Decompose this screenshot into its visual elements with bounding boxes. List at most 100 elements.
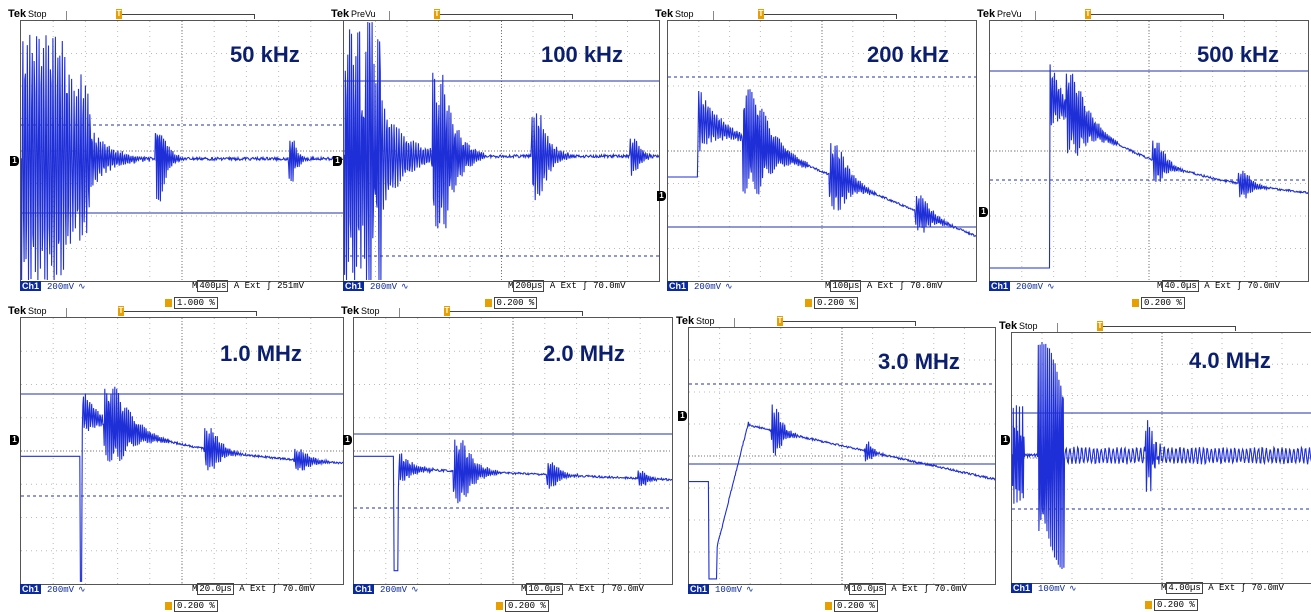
scope-header: Tek Stop T bbox=[999, 320, 1311, 334]
trigger-t-icon bbox=[1145, 600, 1152, 609]
channel-1-marker-icon: 1 bbox=[10, 435, 19, 445]
status-bar: Ch1 200mV ∿ M 40.0µs A Ext ʃ 70.0mV bbox=[989, 280, 1307, 293]
bw-limit-icon: ∿ bbox=[1047, 282, 1055, 292]
brand-label: Tek bbox=[8, 8, 27, 20]
bw-limit-icon: ∿ bbox=[746, 585, 754, 595]
bw-limit-icon: ∿ bbox=[725, 282, 733, 292]
record-view-bar bbox=[450, 311, 583, 316]
trigger-t-icon bbox=[165, 601, 172, 610]
waveform-screen bbox=[343, 20, 660, 282]
trigger-slope-icon: ʃ bbox=[1240, 583, 1247, 593]
record-view-divider bbox=[1035, 11, 1036, 22]
acquisition-mode: PreVu bbox=[997, 9, 1022, 19]
trigger-position-readout: 0.200 % bbox=[825, 600, 878, 612]
trigger-position-icon: T bbox=[434, 9, 440, 19]
trigger-slope-icon: ʃ bbox=[271, 584, 278, 594]
timebase-value: 4.00µs bbox=[1166, 582, 1203, 594]
volts-per-div: 100mV bbox=[715, 585, 743, 595]
timebase-readout: M 400µs A Ext ʃ 251mV bbox=[192, 280, 304, 292]
trigger-t-icon bbox=[1132, 298, 1139, 307]
trigger-mode: A bbox=[866, 281, 873, 291]
timebase-value: 100µs bbox=[830, 280, 862, 292]
graticule-and-trace bbox=[668, 21, 976, 281]
waveform-screen bbox=[1011, 332, 1311, 584]
trigger-position-value: 0.200 % bbox=[505, 600, 549, 612]
waveform-trace bbox=[21, 386, 343, 582]
ac-coupling-icon: ∿ bbox=[78, 282, 86, 292]
trigger-level: 70.0mV bbox=[1247, 281, 1280, 291]
graticule-and-trace bbox=[354, 318, 672, 584]
scope-header: Tek Stop T bbox=[8, 305, 342, 319]
scope-panel: Tek PreVu T 1 Ch1 200mV ∿ M 200µs A Ext ʃ 7… bbox=[331, 8, 660, 309]
frequency-label: 500 kHz bbox=[1197, 42, 1279, 67]
volts-per-div: 200mV bbox=[47, 282, 75, 292]
frequency-label: 3.0 MHz bbox=[878, 349, 960, 374]
trigger-position-readout: 0.200 % bbox=[805, 297, 858, 309]
acquisition-mode: Stop bbox=[28, 306, 47, 316]
brand-label: Tek bbox=[341, 305, 360, 317]
volts-per-div: 200mV bbox=[694, 282, 722, 292]
timebase-value: 10.0µs bbox=[849, 583, 886, 595]
channel-1-marker-icon: 1 bbox=[979, 207, 988, 217]
trigger-mode: A bbox=[1204, 281, 1210, 291]
waveform-trace bbox=[990, 64, 1308, 269]
volts-per-div: 200mV bbox=[370, 282, 398, 292]
brand-label: Tek bbox=[331, 8, 350, 20]
brand-label: Tek bbox=[676, 315, 695, 327]
trigger-position-value: 0.200 % bbox=[1141, 297, 1185, 309]
record-view-divider bbox=[399, 308, 400, 319]
status-bar: Ch1 200mV ∿ M 200µs A Ext ʃ 70.0mV bbox=[343, 280, 658, 293]
waveform-trace bbox=[354, 439, 672, 572]
status-bar: Ch1 100mV ∿ M 4.00µs A Ext ʃ 70.0mV bbox=[1011, 582, 1311, 595]
channel-badge: Ch1 bbox=[353, 584, 375, 594]
channel-badge: Ch1 bbox=[989, 281, 1011, 291]
channel-badge: Ch1 bbox=[343, 281, 365, 291]
graticule-and-trace bbox=[990, 21, 1308, 281]
bw-limit-icon: ∿ bbox=[401, 282, 409, 292]
bw-limit-icon: ∿ bbox=[78, 585, 86, 595]
graticule-and-trace bbox=[21, 21, 343, 281]
scope-panel: Tek Stop T 1 Ch1 100mV ∿ M 10.0µs A Ext ʃ 7… bbox=[676, 315, 996, 612]
channel-badge: Ch1 bbox=[688, 584, 710, 594]
trigger-level: 70.0mV bbox=[910, 281, 943, 291]
record-view-bar bbox=[122, 14, 255, 19]
acquisition-mode: Stop bbox=[675, 9, 694, 19]
channel-badge: Ch1 bbox=[1011, 583, 1033, 593]
trigger-mode: A bbox=[233, 281, 240, 291]
waveform-trace bbox=[21, 34, 343, 281]
waveform-screen bbox=[667, 20, 977, 282]
record-view-divider bbox=[713, 11, 714, 22]
timebase-prefix: M bbox=[192, 584, 198, 594]
status-bar: Ch1 200mV ∿ M 20.0µs A Ext ʃ 70.0mV bbox=[20, 583, 342, 596]
timebase-prefix: M bbox=[825, 281, 831, 291]
channel-1-marker-icon: 1 bbox=[333, 156, 342, 166]
scope-header: Tek PreVu T bbox=[977, 8, 1307, 22]
scope-header: Tek Stop T bbox=[341, 305, 672, 319]
timebase-readout: M 200µs A Ext ʃ 70.0mV bbox=[508, 280, 625, 292]
trigger-position-icon: T bbox=[444, 306, 450, 316]
record-view-bar bbox=[124, 311, 257, 316]
timebase-prefix: M bbox=[844, 584, 850, 594]
volts-per-div: 200mV bbox=[47, 585, 75, 595]
waveform-trace bbox=[1012, 341, 1311, 570]
trigger-position-readout: 0.200 % bbox=[1145, 599, 1198, 611]
trigger-position-readout: 0.200 % bbox=[496, 600, 549, 612]
brand-label: Tek bbox=[977, 8, 996, 20]
trigger-position-readout: 0.200 % bbox=[484, 297, 538, 309]
channel-1-marker-icon: 1 bbox=[657, 191, 666, 201]
status-bar: Ch1 200mV ∿ M 400µs A Ext ʃ 251mV bbox=[20, 280, 342, 293]
timebase-value: 40.0µs bbox=[1162, 280, 1199, 292]
acquisition-mode: Stop bbox=[696, 316, 715, 326]
waveform-screen bbox=[688, 327, 996, 585]
volts-per-div: 200mV bbox=[380, 585, 408, 595]
record-view-bar bbox=[1091, 14, 1224, 19]
channel-1-marker-icon: 1 bbox=[10, 156, 19, 166]
record-view-bar bbox=[764, 14, 897, 19]
waveform-trace bbox=[344, 21, 659, 281]
frequency-label: 4.0 MHz bbox=[1189, 348, 1271, 373]
timebase-readout: M 20.0µs A Ext ʃ 70.0mV bbox=[192, 583, 315, 595]
record-view-divider bbox=[66, 308, 67, 319]
scope-header: Tek Stop T bbox=[655, 8, 980, 22]
record-view-divider bbox=[1057, 323, 1058, 334]
trigger-mode: A bbox=[239, 584, 245, 594]
